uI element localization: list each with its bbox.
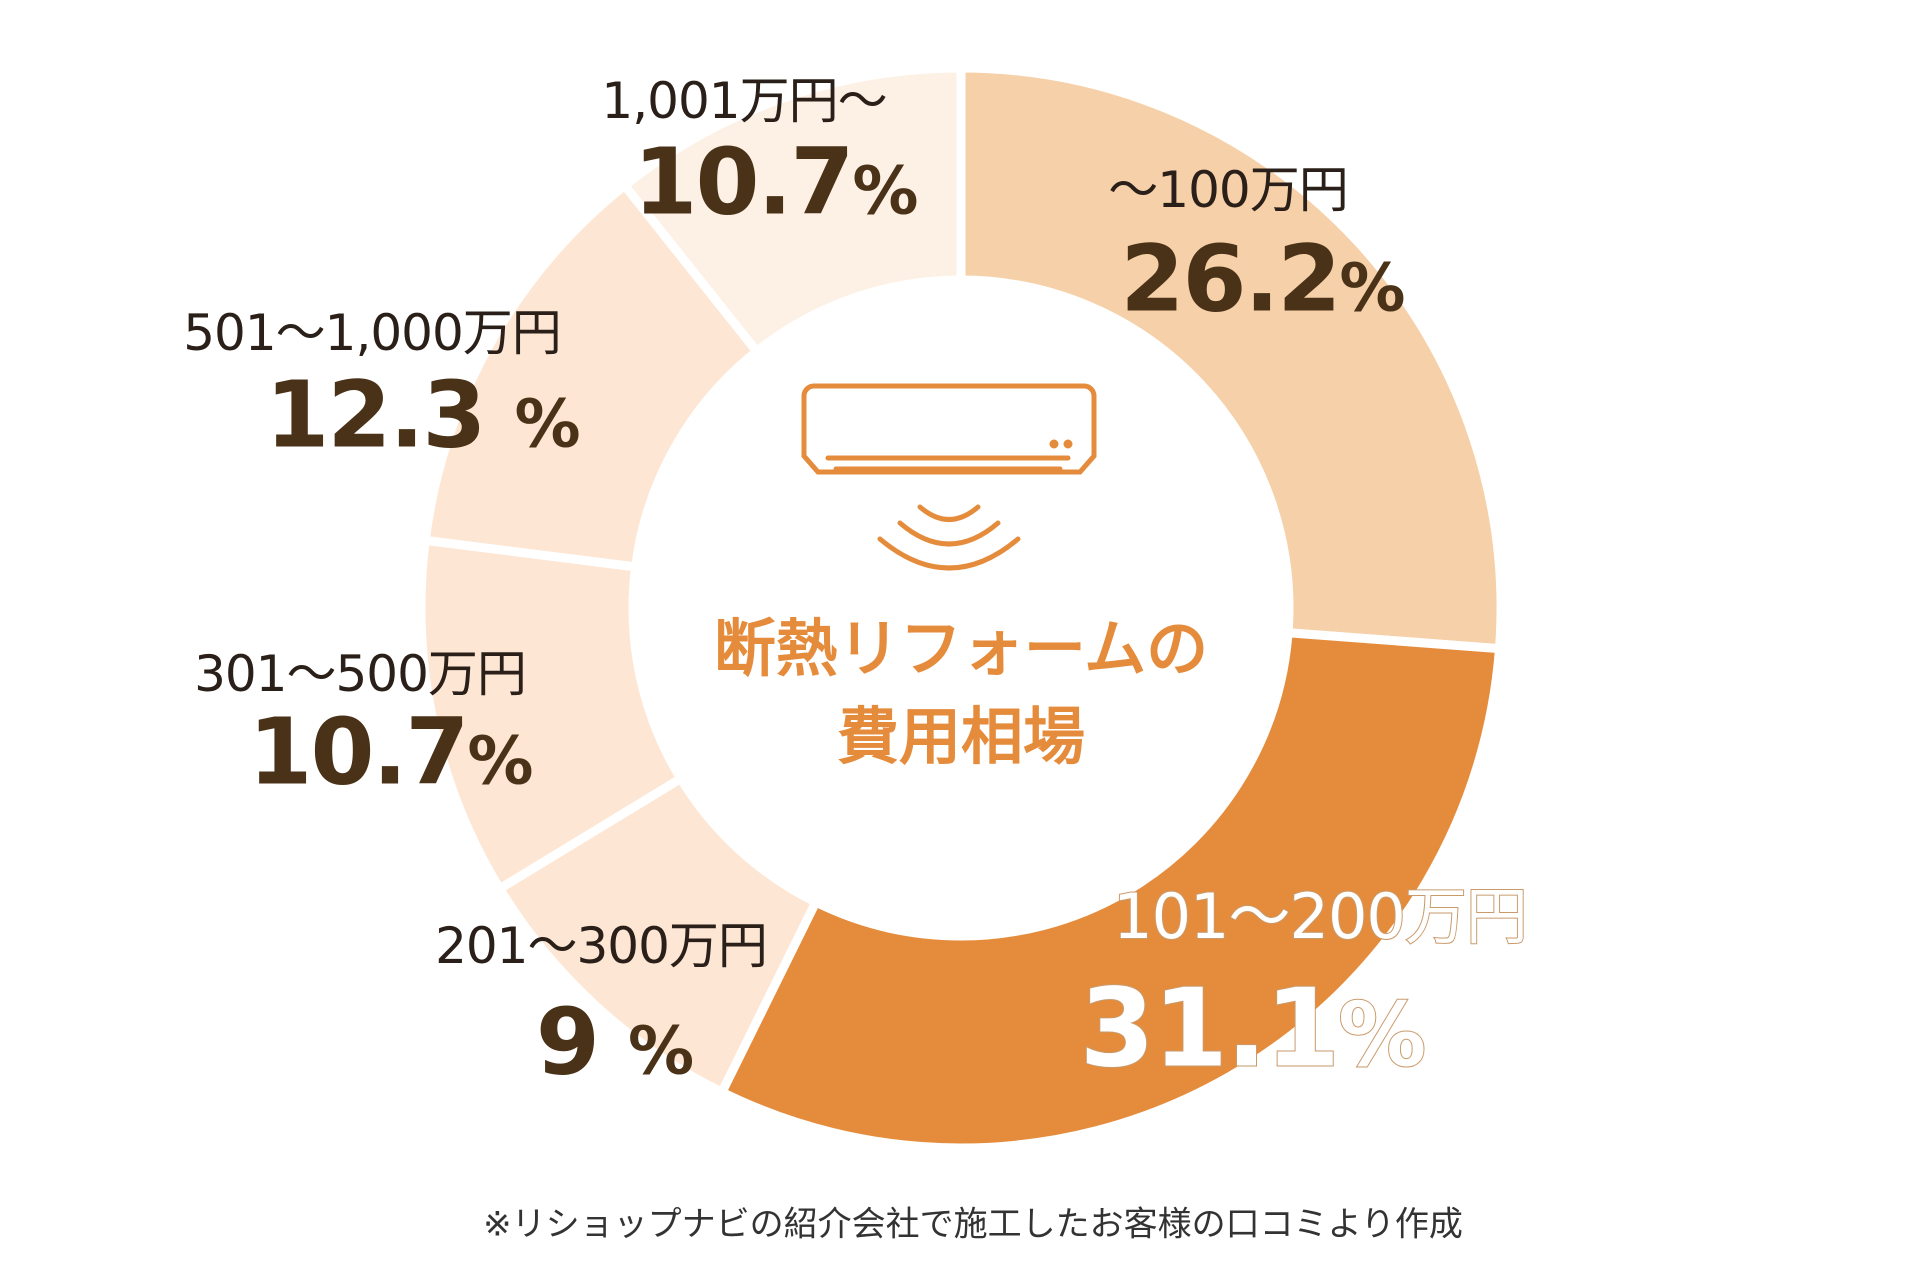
- slice-value-number: 10.7: [633, 128, 854, 236]
- slice-4: [420, 179, 764, 572]
- slice-value: 9 %: [535, 988, 694, 1096]
- center-title-line1: 断熱リフォームの: [713, 612, 1209, 685]
- slice-value: 12.3 %: [265, 361, 580, 469]
- slice-value-number: 10.7: [248, 698, 469, 806]
- slice-label: 101〜200万円: [1112, 879, 1529, 954]
- slice-label: 501〜1,000万円: [183, 304, 562, 362]
- slice-value: 10.7%: [248, 698, 533, 806]
- slice-label: 1,001万円〜: [601, 72, 887, 130]
- slice-value-number: 31.1: [1079, 966, 1341, 1093]
- slice-0: [956, 63, 1506, 654]
- slice-value: 10.7%: [633, 128, 918, 236]
- slice-label: 〜100万円: [1108, 161, 1348, 219]
- air-conditioner-icon: [801, 383, 1097, 571]
- slice-value-unit: %: [514, 385, 580, 463]
- slice-value-unit: %: [1337, 983, 1427, 1088]
- center-title-line2: 費用相場: [836, 700, 1086, 773]
- footnote: ※リショップナビの紹介会社で施工したお客様の口コミより作成: [483, 1204, 1463, 1245]
- slice-5: [618, 63, 966, 358]
- slice-1: [715, 627, 1505, 1153]
- slice-label: 201〜300万円: [435, 917, 768, 975]
- slice-value-unit: %: [627, 1012, 694, 1090]
- slice-value-unit: %: [852, 152, 918, 230]
- slice-value-unit: %: [1339, 249, 1405, 327]
- slice-value: 26.2%: [1120, 225, 1405, 333]
- slice-label: 301〜500万円: [194, 645, 527, 703]
- slice-value-number: 26.2: [1120, 225, 1341, 333]
- slice-value-number: 9: [535, 988, 600, 1096]
- slice-value-number: 12.3: [265, 361, 486, 469]
- slice-value: 31.1%: [1079, 966, 1428, 1093]
- slice-value-unit: %: [467, 722, 533, 800]
